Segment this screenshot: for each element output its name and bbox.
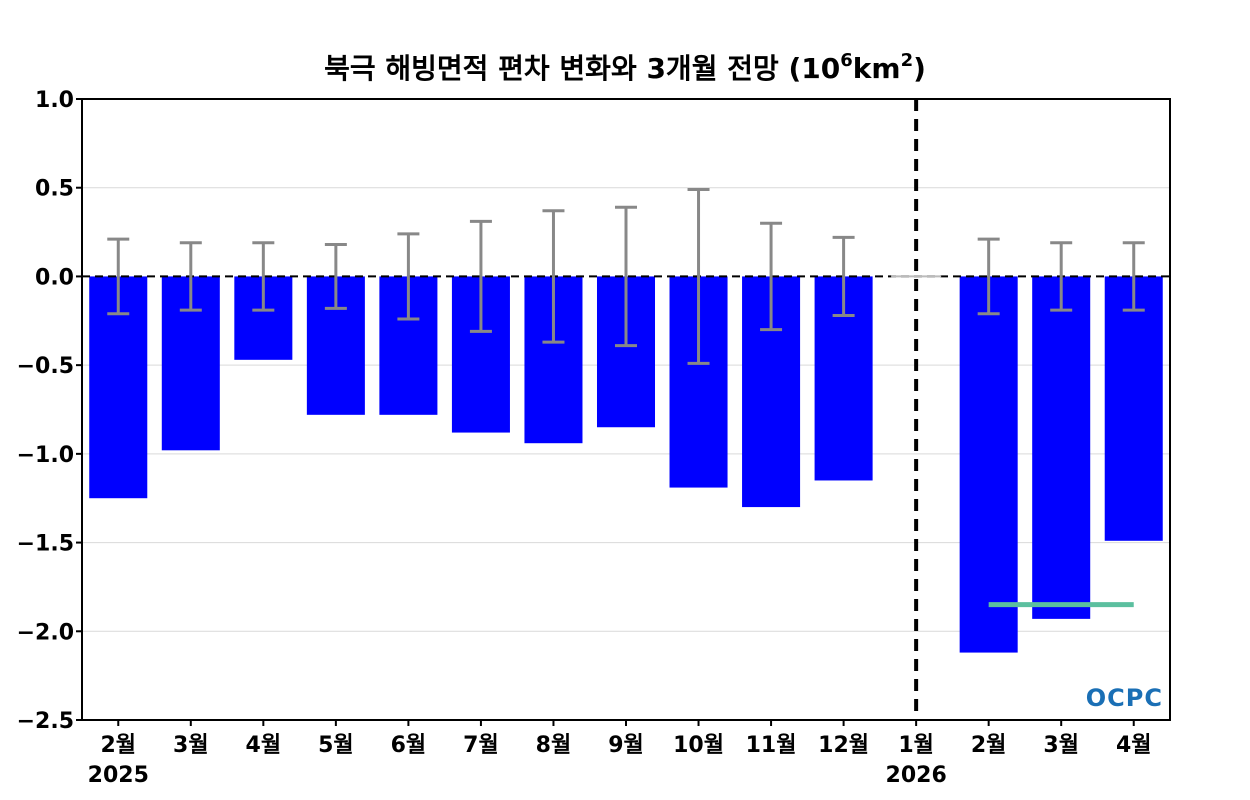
- y-tick-label: −2.0: [17, 620, 74, 645]
- x-tick-label: 11월: [746, 733, 797, 758]
- y-tick-label: −1.0: [17, 443, 74, 468]
- y-tick-label: −1.5: [17, 532, 74, 557]
- x-tick-label: 8월: [536, 733, 572, 758]
- chart-title-unit-close: ): [913, 52, 926, 85]
- x-tick-label: 2월: [971, 733, 1007, 758]
- ocpc-logo: OCPC: [1086, 684, 1163, 712]
- x-tick-label: 2월: [100, 733, 136, 758]
- year-label: 2025: [88, 763, 149, 788]
- y-tick-label: −0.5: [17, 354, 74, 379]
- x-tick-label: 6월: [391, 733, 427, 758]
- x-tick-label: 3월: [173, 733, 209, 758]
- x-tick-label: 3월: [1043, 733, 1079, 758]
- plot-area: 1.0 0.5 0.0 −0.5 −1.0 −1.5 −2.0 −2.5 2월 3월 4월 5월 6월 7…: [17, 88, 1171, 788]
- chart-title-unit-exp2: 2: [901, 50, 914, 71]
- bar: [959, 276, 1018, 653]
- x-tick-label: 9월: [608, 733, 644, 758]
- chart-title-unit-mid: km: [853, 52, 901, 85]
- y-tick-label: 0.5: [35, 177, 74, 202]
- y-tick-label: 1.0: [35, 88, 74, 113]
- bar: [1104, 276, 1163, 541]
- chart-title-unit-exp1: 6: [840, 50, 853, 71]
- x-tick-label: 12월: [818, 733, 869, 758]
- bar: [1032, 276, 1091, 619]
- year-label: 2026: [886, 763, 947, 788]
- chart-title-main: 북극 해빙면적 편차 변화와 3개월 전망: [324, 52, 779, 85]
- x-tick-label: 1월: [898, 733, 934, 758]
- x-tick-label: 4월: [246, 733, 282, 758]
- chart-title: 북극 해빙면적 편차 변화와 3개월 전망 (106km2): [324, 50, 926, 85]
- x-tick-label: 7월: [463, 733, 499, 758]
- x-tick-label: 5월: [318, 733, 354, 758]
- y-tick-label: 0.0: [35, 265, 74, 290]
- x-tick-label: 4월: [1116, 733, 1152, 758]
- x-tick-label: 10월: [673, 733, 724, 758]
- y-tick-label: −2.5: [17, 709, 74, 734]
- chart-title-unit-base: (10: [788, 52, 840, 85]
